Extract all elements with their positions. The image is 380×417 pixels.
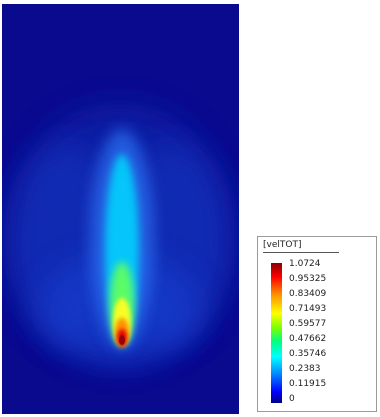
- legend-tick-label: 0.59577: [289, 319, 327, 329]
- legend-tick-label: 1.0724: [289, 259, 321, 269]
- velocity-field-plot: [2, 4, 239, 414]
- color-legend: [velTOT] 1.0724 0.95325 0.83409 0.71493 …: [257, 236, 377, 412]
- legend-tick-label: 0: [289, 394, 295, 404]
- legend-tick-label: 0.83409: [289, 289, 327, 299]
- legend-tick-label: 0.11915: [289, 379, 327, 389]
- legend-tick-label: 0.47662: [289, 334, 327, 344]
- legend-title: [velTOT]: [263, 240, 302, 250]
- colorbar: [271, 263, 282, 403]
- legend-title-underline: [263, 252, 339, 253]
- plume-max-point: [119, 335, 125, 345]
- legend-tick-label: 0.95325: [289, 274, 327, 284]
- legend-tick-label: 0.35746: [289, 349, 327, 359]
- legend-tick-label: 0.2383: [289, 364, 321, 374]
- legend-tick-label: 0.71493: [289, 304, 327, 314]
